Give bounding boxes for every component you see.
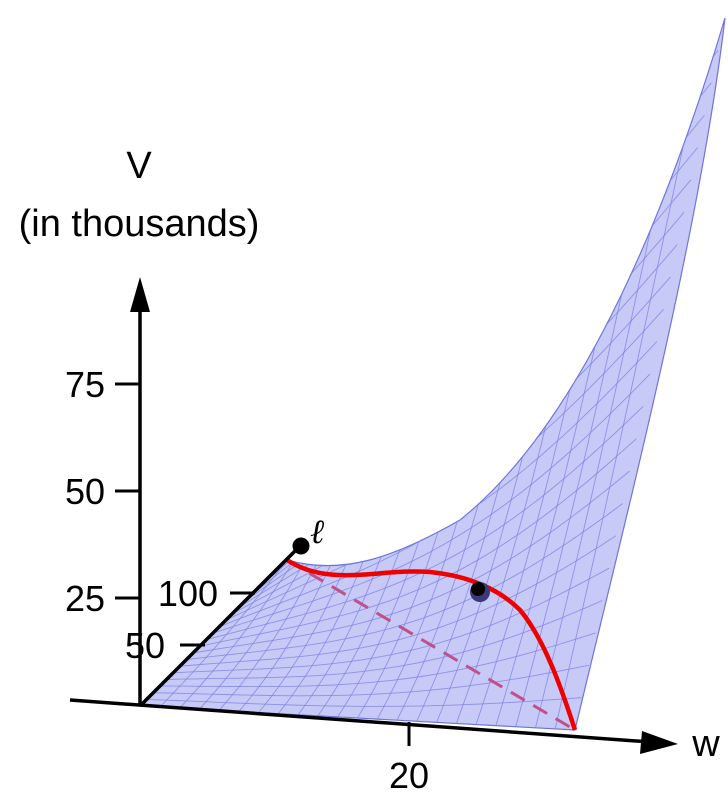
mesh-line-b: [173, 567, 610, 674]
v-axis-arrow-icon: [130, 277, 150, 312]
v-axis-title: V: [126, 145, 152, 187]
mesh-line-b: [200, 438, 637, 647]
l-axis: [138, 544, 302, 708]
maximum-point-core: [471, 582, 485, 596]
w-axis-arrow-icon: [640, 731, 678, 754]
dashed-projection-line: [286, 558, 576, 732]
axes: [69, 277, 678, 754]
v-tick-label-50: 50: [65, 471, 105, 512]
surface: [138, 17, 726, 731]
w-axis-title: w: [691, 723, 720, 765]
v-tick-label-25: 25: [65, 578, 105, 619]
l-tick-label-50: 50: [125, 625, 165, 666]
mesh-line-b: [186, 503, 623, 660]
w-tick-label-20: 20: [389, 755, 429, 792]
mesh-line-b: [180, 535, 617, 667]
mesh-line-b: [146, 697, 582, 707]
v-tick-label-75: 75: [65, 364, 105, 405]
w-axis: [69, 698, 651, 744]
mesh-line-b: [166, 600, 603, 680]
mesh-line-b: [160, 632, 596, 688]
curve-label: ℓ: [310, 512, 324, 552]
l-tick-label-100: 100: [158, 573, 218, 614]
v-axis-units: (in thousands): [19, 203, 260, 245]
mesh-line-b: [193, 470, 630, 654]
mesh-line-b: [153, 664, 589, 697]
mesh-line-b: [213, 373, 651, 634]
